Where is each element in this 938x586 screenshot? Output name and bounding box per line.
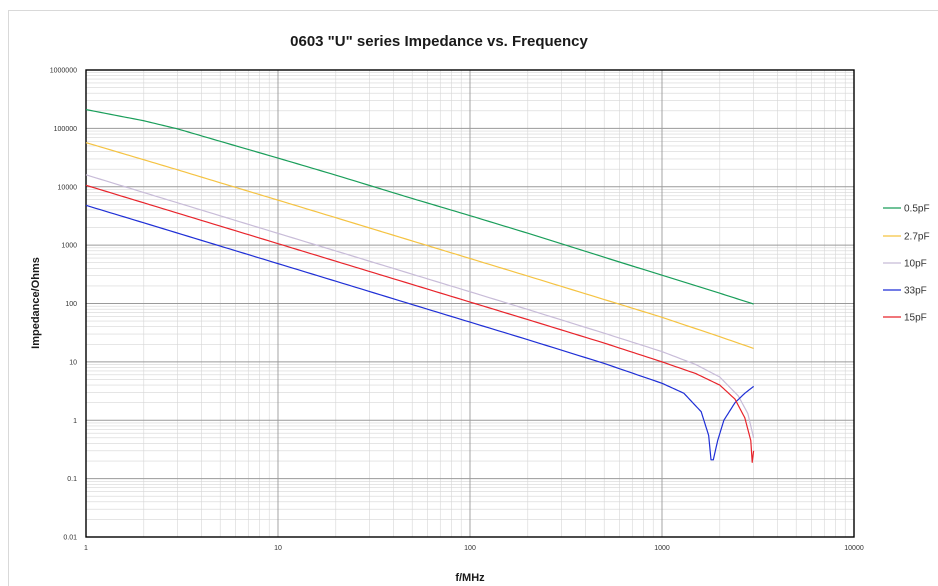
x-tick-label: 1000 <box>654 545 670 552</box>
legend-item: 2.7pF <box>883 232 930 243</box>
y-tick-label: 1000000 <box>50 68 77 75</box>
legend-item: 33pF <box>883 286 927 297</box>
y-tick-label: 10 <box>69 359 77 366</box>
legend-item: 10pF <box>883 259 927 270</box>
series-line-10pf <box>85 174 755 438</box>
series-line-15pf <box>85 184 755 463</box>
x-tick-label: 100 <box>464 545 476 552</box>
y-tick-label: 0.01 <box>63 535 77 542</box>
x-axis-title: f/MHz <box>455 572 485 584</box>
legend-item: 0.5pF <box>883 204 930 215</box>
major-grid <box>86 70 854 537</box>
legend-label: 10pF <box>904 259 927 270</box>
y-tick-label: 100 <box>65 301 77 308</box>
series-line-2-7pf <box>85 142 754 349</box>
y-tick-label: 0.1 <box>67 476 77 483</box>
y-tick-label: 1 <box>73 418 77 425</box>
series-line-0-5pf <box>85 108 754 305</box>
legend: 0.5pF 2.7pF 10pF 33pF 15pF <box>883 204 930 324</box>
series-line-33pf <box>85 204 754 461</box>
x-tick-label: 10000 <box>844 545 864 552</box>
y-tick-label: 100000 <box>54 126 77 133</box>
legend-item: 15pF <box>883 313 927 324</box>
chart-frame <box>8 10 938 586</box>
y-tick-label: 1000 <box>61 243 77 250</box>
y-tick-labels: 0.01 0.1 1 10 100 1000 10000 100000 1000000 <box>50 68 77 542</box>
y-axis-title: Impedance/Ohms <box>30 257 42 349</box>
y-tick-label: 10000 <box>58 184 78 191</box>
x-tick-label: 10 <box>274 545 282 552</box>
plot-area-border <box>85 69 855 538</box>
legend-label: 33pF <box>904 286 927 297</box>
series-layer <box>85 108 755 463</box>
legend-label: 15pF <box>904 313 927 324</box>
x-tick-labels: 1 10 100 1000 10000 <box>84 545 864 552</box>
chart-title: 0603 "U" series Impedance vs. Frequency <box>290 33 588 50</box>
legend-label: 0.5pF <box>904 204 930 215</box>
legend-label: 2.7pF <box>904 232 930 243</box>
x-tick-label: 1 <box>84 545 88 552</box>
